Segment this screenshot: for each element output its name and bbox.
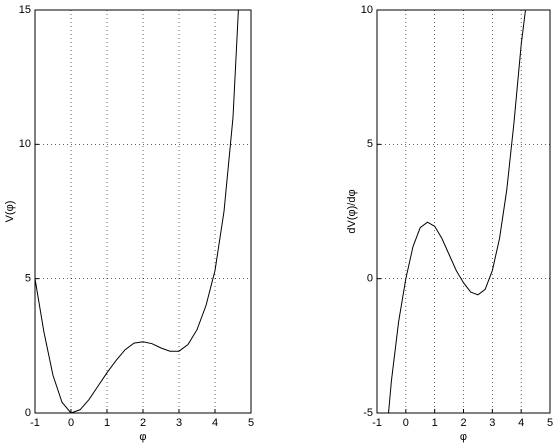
plot-frame xyxy=(34,9,252,414)
y-tick-label: -5 xyxy=(363,407,373,419)
x-tick-label: 0 xyxy=(68,417,74,429)
x-tick-label: 1 xyxy=(432,417,438,429)
y-tick-label: 0 xyxy=(25,407,31,419)
x-tick-label: 4 xyxy=(518,417,524,429)
y-tick-label: 10 xyxy=(361,4,373,16)
plot-area xyxy=(377,10,550,413)
line xyxy=(35,10,239,413)
y-tick-label: 15 xyxy=(19,4,31,16)
plot-frame xyxy=(376,9,551,414)
line xyxy=(388,10,526,413)
y-tick-label: 5 xyxy=(25,273,31,285)
x-tick-label: -1 xyxy=(30,417,40,429)
y-tick-label: 5 xyxy=(367,138,373,150)
y-axis-label: V(φ) xyxy=(4,201,16,223)
x-tick-label: -1 xyxy=(372,417,382,429)
x-tick-label: 4 xyxy=(212,417,218,429)
y-axis-label: dV(φ)/dφ xyxy=(346,189,358,233)
plot-area xyxy=(35,10,251,413)
x-tick-label: 2 xyxy=(460,417,466,429)
x-tick-label: 0 xyxy=(403,417,409,429)
x-tick-label: 1 xyxy=(104,417,110,429)
y-tick-label: 0 xyxy=(367,273,373,285)
x-tick-label: 5 xyxy=(547,417,553,429)
x-tick-label: 5 xyxy=(248,417,254,429)
x-tick-label: 2 xyxy=(140,417,146,429)
x-axis-label: φ xyxy=(139,431,146,443)
x-tick-label: 3 xyxy=(176,417,182,429)
y-tick-label: 10 xyxy=(19,138,31,150)
x-tick-label: 3 xyxy=(489,417,495,429)
x-axis-label: φ xyxy=(460,431,467,443)
